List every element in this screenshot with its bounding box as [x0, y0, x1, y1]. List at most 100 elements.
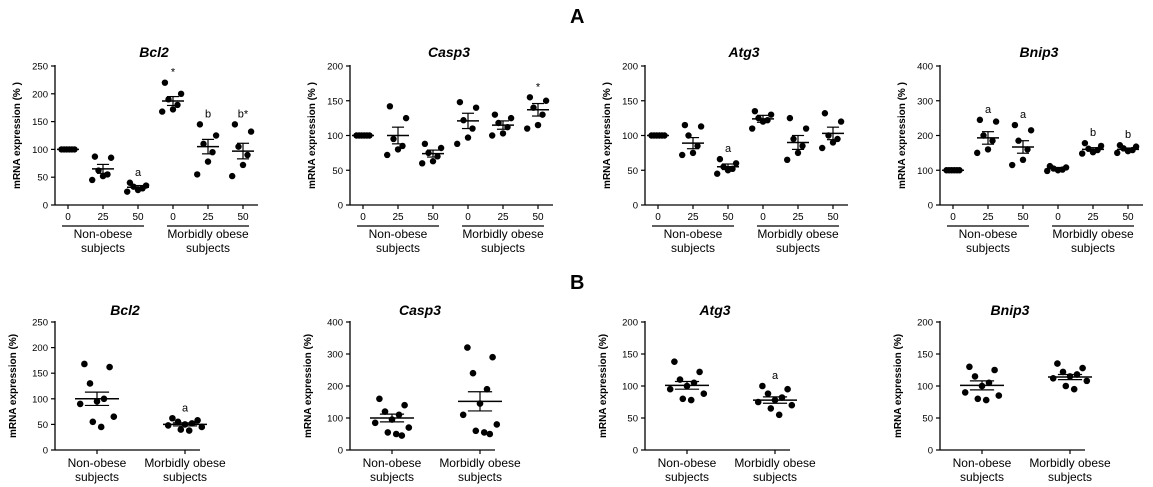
- chart-title: Bnip3: [1020, 44, 1059, 60]
- panel-label-a: A: [570, 6, 585, 28]
- y-tick-label: 50: [37, 173, 48, 184]
- data-point: [194, 171, 201, 178]
- data-point: [982, 396, 990, 404]
- y-tick-label: 150: [622, 350, 638, 361]
- data-point: [169, 414, 176, 422]
- significance-annotation: *: [171, 67, 176, 79]
- chart-a-bnip3: Bnip3 mRNA expression (% ) 0 100 200 300 400 0 2…: [897, 44, 1143, 255]
- y-tick-label: 0: [43, 446, 48, 457]
- data-point: [679, 395, 687, 403]
- data-point: [1027, 127, 1035, 134]
- y-tick-label: 250: [32, 318, 48, 329]
- data-point: [244, 151, 251, 159]
- x-category-label: subjects: [163, 470, 207, 484]
- data-point: [401, 401, 408, 409]
- data-point: [499, 130, 507, 137]
- data-point: [398, 432, 406, 439]
- x-category-label: subjects: [665, 470, 709, 484]
- group-label: Morbidly obese: [757, 227, 839, 241]
- data-point: [507, 114, 515, 122]
- data-point: [419, 160, 426, 167]
- x-category-label: Morbidly obese: [439, 456, 521, 470]
- data-point: [1083, 377, 1091, 385]
- data-point: [837, 118, 845, 125]
- data-point: [491, 111, 499, 118]
- data-point: [966, 363, 973, 371]
- y-tick-label: 100: [622, 131, 638, 142]
- data-point: [110, 413, 118, 421]
- data-point: [829, 139, 837, 146]
- x-tick-label: 25: [392, 212, 404, 223]
- data-point: [464, 134, 472, 141]
- data-point: [732, 160, 740, 167]
- data-point: [177, 426, 185, 433]
- x-category-label: subjects: [1048, 470, 1092, 484]
- data-point: [489, 353, 496, 361]
- data-point: [434, 153, 441, 160]
- y-tick-label: 200: [32, 89, 48, 100]
- data-point: [480, 429, 488, 436]
- y-axis-label: mRNA expression (% ): [12, 82, 23, 189]
- data-point: [992, 118, 1000, 125]
- group-label: subjects: [1071, 241, 1115, 255]
- data-point: [99, 172, 107, 180]
- group-label: subjects: [186, 241, 230, 255]
- y-tick-label: 200: [327, 62, 343, 73]
- x-category-label: subjects: [753, 470, 797, 484]
- data-point: [788, 401, 796, 409]
- data-point: [991, 366, 998, 374]
- y-axis-label: mRNA expression (% ): [307, 82, 318, 189]
- chart-a-casp3: Casp3 mRNA expression (% ) 0 50 100 150 200 0 25…: [307, 44, 553, 255]
- data-point: [200, 140, 207, 148]
- x-tick-label: 50: [237, 212, 249, 223]
- x-tick-label: 0: [360, 212, 366, 223]
- chart-title: Atg3: [698, 302, 730, 318]
- x-tick-label: 25: [792, 212, 804, 223]
- data-point: [185, 427, 193, 434]
- data-point: [790, 135, 797, 143]
- x-tick-label: 0: [655, 212, 661, 223]
- y-tick-label: 100: [917, 382, 933, 393]
- data-point: [786, 114, 794, 122]
- y-tick-label: 150: [917, 350, 933, 361]
- significance-annotation: a: [1020, 109, 1027, 121]
- data-point: [198, 423, 206, 431]
- y-axis-label: mRNA expression (%): [893, 334, 904, 438]
- significance-annotation: b*: [238, 108, 249, 120]
- significance-annotation: b: [1090, 127, 1096, 139]
- data-point: [107, 154, 115, 161]
- data-point: [764, 390, 772, 397]
- data-point: [778, 394, 786, 401]
- chart-b-atg3: Atg3 mRNA expression (%) 0 50 100 150 200 Non-o…: [598, 302, 816, 484]
- y-tick-label: 100: [327, 414, 343, 425]
- data-point: [1054, 360, 1061, 367]
- chart-title: Bnip3: [991, 302, 1030, 318]
- significance-annotation: b: [205, 108, 211, 120]
- chart-title: Casp3: [428, 44, 470, 60]
- data-point: [239, 161, 247, 169]
- data-point: [821, 110, 829, 117]
- data-point: [86, 380, 94, 387]
- data-point: [483, 385, 491, 393]
- data-point: [526, 94, 534, 101]
- x-category-label: subjects: [458, 470, 502, 484]
- data-point: [384, 151, 391, 159]
- data-point: [1070, 385, 1078, 393]
- significance-annotation: a: [985, 104, 992, 116]
- x-category-label: Morbidly obese: [144, 456, 226, 470]
- y-tick-label: 100: [917, 166, 933, 177]
- y-tick-label: 0: [633, 446, 638, 457]
- data-point: [89, 176, 96, 184]
- data-point: [91, 153, 99, 160]
- data-point: [696, 368, 703, 376]
- chart-title: Bcl2: [139, 44, 169, 60]
- chart-title: Bcl2: [110, 302, 140, 318]
- data-point: [751, 107, 759, 115]
- data-point: [976, 116, 984, 124]
- data-point: [1114, 149, 1121, 157]
- x-tick-label: 50: [532, 212, 544, 223]
- data-point: [89, 418, 97, 426]
- x-category-label: Non-obese: [658, 456, 717, 470]
- data-point: [687, 396, 695, 404]
